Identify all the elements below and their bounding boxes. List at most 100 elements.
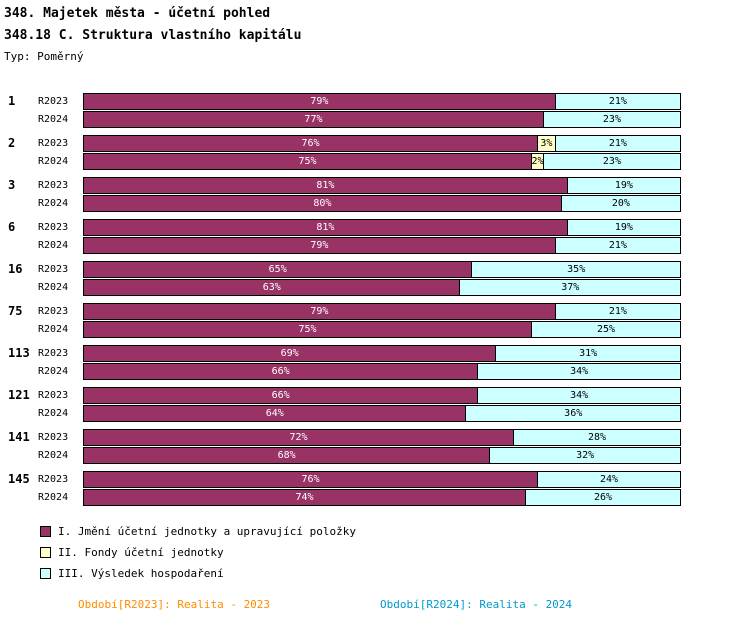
bar-row: 1 R2023 79% 21% <box>0 93 681 110</box>
bar-segment-1: 64% <box>84 406 466 421</box>
bar-row: 75 R2023 79% 21% <box>0 303 681 320</box>
bar-segment-1: 79% <box>84 304 555 319</box>
bar-row: 121 R2023 66% 34% <box>0 387 681 404</box>
bar-group: 1 R2023 79% 21% R2024 77% 23% <box>0 93 681 128</box>
bar-group: 113 R2023 69% 31% R2024 66% 34% <box>0 345 681 380</box>
group-id-label: 113 <box>8 346 30 360</box>
group-id-label <box>0 195 38 212</box>
bar-group: 3 R2023 81% 19% R2024 80% 20% <box>0 177 681 212</box>
bar-segment-3: 21% <box>554 238 680 253</box>
bar-segment-3: 23% <box>542 112 680 127</box>
stacked-bar: 64% 36% <box>83 405 681 422</box>
bar-row: 141 R2023 72% 28% <box>0 429 681 446</box>
group-id-label: 6 <box>8 220 16 234</box>
group-id-label: 2 <box>8 136 16 150</box>
legend-label: III. Výsledek hospodaření <box>58 567 224 580</box>
report-title-line1: 348. Majetek města - účetní pohled <box>4 6 271 21</box>
bar-segment-3: 19% <box>566 178 680 193</box>
stacked-bar: 81% 19% <box>83 219 681 236</box>
bar-row: R2024 80% 20% <box>0 195 681 212</box>
bar-row: R2024 74% 26% <box>0 489 681 506</box>
bar-segment-3: 21% <box>554 94 680 109</box>
bar-segment-1: 75% <box>84 154 531 169</box>
group-id-label: 121 <box>8 388 30 402</box>
bar-row: 145 R2023 76% 24% <box>0 471 681 488</box>
scenario-label: R2024 <box>38 156 69 167</box>
scenario-label: R2024 <box>38 282 69 293</box>
legend-item: II. Fondy účetní jednotky <box>40 542 750 563</box>
stacked-bar: 63% 37% <box>83 279 681 296</box>
scenario-label: R2023 <box>38 264 69 275</box>
scenario-label: R2023 <box>38 222 69 233</box>
report-header: 348. Majetek města - účetní pohled 348.1… <box>0 0 750 63</box>
footer-left: Období[R2023]: Realita - 2023 <box>78 598 271 611</box>
scenario-label: R2023 <box>38 474 69 485</box>
bar-segment-1: 72% <box>84 430 514 445</box>
bar-segment-3: 34% <box>477 388 680 403</box>
scenario-label: R2024 <box>38 366 69 377</box>
bar-segment-3: 19% <box>566 220 680 235</box>
bar-group: 16 R2023 65% 35% R2024 63% 37% <box>0 261 681 296</box>
scenario-label: R2023 <box>38 306 69 317</box>
bar-segment-3: 21% <box>554 304 680 319</box>
scenario-label: R2024 <box>38 198 69 209</box>
bar-segment-1: 81% <box>84 178 567 193</box>
stacked-bar: 75% 2% 23% <box>83 153 681 170</box>
scenario-label: R2024 <box>38 408 69 419</box>
stacked-bar: 65% 35% <box>83 261 681 278</box>
stacked-bar: 68% 32% <box>83 447 681 464</box>
stacked-bar: 76% 3% 21% <box>83 135 681 152</box>
bar-group: 6 R2023 81% 19% R2024 79% 21% <box>0 219 681 254</box>
group-id-label <box>0 489 38 506</box>
stacked-bar: 79% 21% <box>83 93 681 110</box>
group-id-label: 75 <box>8 304 23 318</box>
group-id-label: 16 <box>8 262 23 276</box>
legend-swatch <box>40 568 51 579</box>
bar-row: R2024 63% 37% <box>0 279 681 296</box>
stacked-bar: 76% 24% <box>83 471 681 488</box>
stacked-bar: 74% 26% <box>83 489 681 506</box>
stacked-bar: 72% 28% <box>83 429 681 446</box>
legend-label: I. Jmění účetní jednotky a upravující po… <box>58 525 357 538</box>
legend-swatch <box>40 547 51 558</box>
bar-segment-3: 32% <box>489 448 680 463</box>
stacked-bar: 79% 21% <box>83 303 681 320</box>
group-id-label <box>0 153 38 170</box>
bar-segment-1: 66% <box>84 388 478 403</box>
stacked-bar: 79% 21% <box>83 237 681 254</box>
legend-swatch <box>40 526 51 537</box>
chart-area: 1 R2023 79% 21% R2024 77% 23% 2 R2023 76% 3% 21% R20… <box>0 93 750 506</box>
group-id-label <box>0 447 38 464</box>
group-id-label <box>0 111 38 128</box>
stacked-bar: 75% 25% <box>83 321 681 338</box>
scenario-label: R2023 <box>38 390 69 401</box>
bar-row: R2024 75% 25% <box>0 321 681 338</box>
bar-row: R2024 79% 21% <box>0 237 681 254</box>
scenario-label: R2024 <box>38 324 69 335</box>
group-id-label <box>0 237 38 254</box>
group-id-label: 1 <box>8 94 16 108</box>
group-id-label <box>0 279 38 296</box>
bar-segment-2: 3% <box>536 136 555 151</box>
bar-row: R2024 64% 36% <box>0 405 681 422</box>
bar-segment-1: 77% <box>84 112 543 127</box>
bar-segment-1: 75% <box>84 322 531 337</box>
scenario-label: R2023 <box>38 96 69 107</box>
bar-row: 2 R2023 76% 3% 21% <box>0 135 681 152</box>
report-title-line2: 348.18 C. Struktura vlastního kapitálu <box>4 28 302 43</box>
bar-segment-2: 2% <box>531 154 544 169</box>
legend-item: I. Jmění účetní jednotky a upravující po… <box>40 521 750 542</box>
bar-group: 145 R2023 76% 24% R2024 74% 26% <box>0 471 681 506</box>
bar-row: 3 R2023 81% 19% <box>0 177 681 194</box>
group-id-label: 145 <box>8 472 30 486</box>
bar-row: R2024 77% 23% <box>0 111 681 128</box>
stacked-bar: 66% 34% <box>83 387 681 404</box>
bar-segment-3: 20% <box>560 196 680 211</box>
bar-segment-3: 35% <box>471 262 680 277</box>
scenario-label: R2023 <box>38 138 69 149</box>
bar-segment-3: 28% <box>513 430 680 445</box>
bar-segment-1: 66% <box>84 364 478 379</box>
bar-row: 16 R2023 65% 35% <box>0 261 681 278</box>
bar-row: 6 R2023 81% 19% <box>0 219 681 236</box>
legend: I. Jmění účetní jednotky a upravující po… <box>40 521 750 584</box>
